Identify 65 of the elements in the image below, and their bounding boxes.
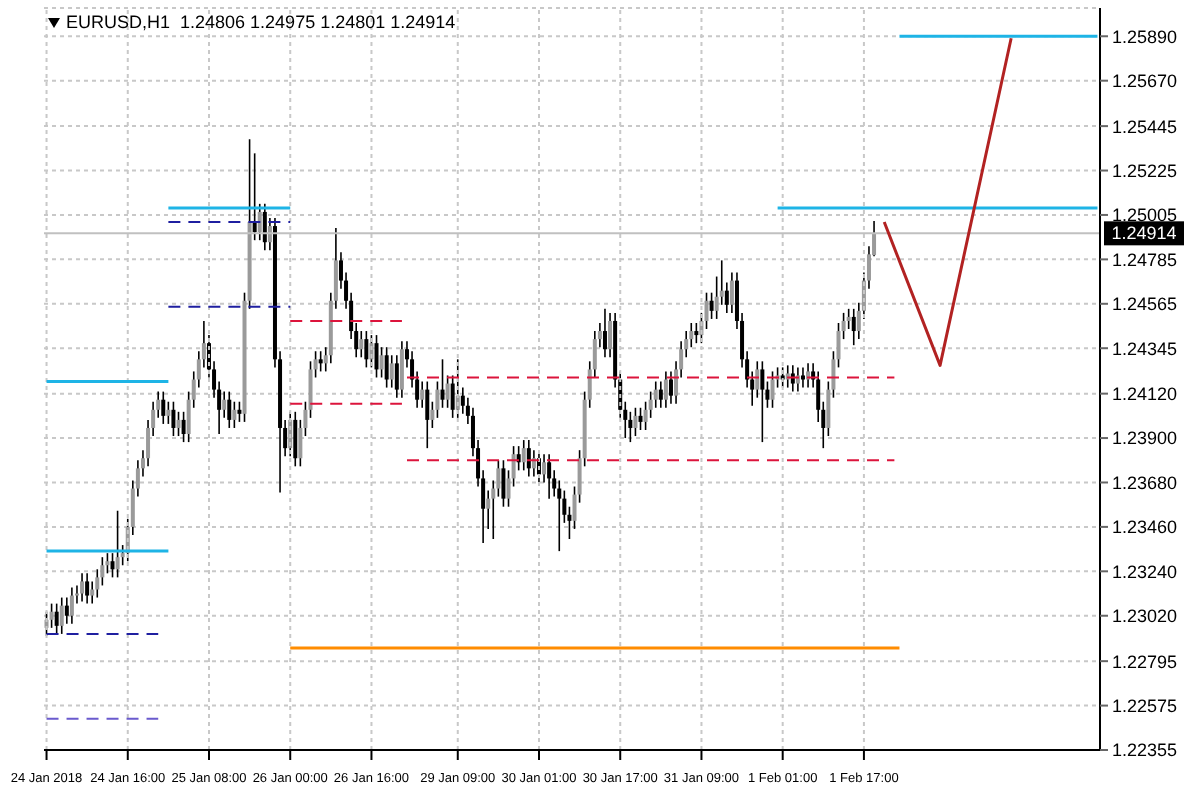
y-tick-label: 1.23020 bbox=[1112, 606, 1178, 627]
candlestick bbox=[425, 380, 430, 449]
candlestick bbox=[359, 330, 364, 359]
candlestick bbox=[521, 439, 526, 472]
candlestick bbox=[633, 406, 638, 437]
candlestick bbox=[161, 390, 166, 425]
candlestick bbox=[851, 308, 856, 346]
candlestick bbox=[49, 602, 54, 629]
candlestick bbox=[800, 366, 805, 389]
candlestick bbox=[709, 291, 714, 320]
candlestick bbox=[770, 370, 775, 409]
y-tick-label: 1.23460 bbox=[1112, 517, 1178, 538]
candlestick bbox=[176, 411, 181, 437]
candlestick bbox=[399, 340, 404, 399]
candlestick bbox=[293, 411, 298, 468]
candlestick bbox=[59, 596, 64, 635]
y-tick-label: 1.23900 bbox=[1112, 428, 1178, 449]
candlestick bbox=[384, 346, 389, 389]
y-tick-label: 1.24120 bbox=[1112, 384, 1178, 405]
y-tick-label: 1.22795 bbox=[1112, 651, 1178, 672]
y-tick-label: 1.24785 bbox=[1112, 249, 1178, 270]
y-tick-label: 1.22575 bbox=[1112, 695, 1178, 716]
y-tick-label: 1.24565 bbox=[1112, 294, 1178, 315]
candlestick bbox=[364, 330, 369, 369]
candlestick bbox=[501, 459, 506, 508]
y-tick-label: 1.24345 bbox=[1112, 338, 1178, 359]
candlestick bbox=[638, 406, 643, 431]
candlestick bbox=[252, 152, 257, 241]
candlestick bbox=[547, 453, 552, 500]
candlestick bbox=[318, 350, 323, 373]
y-tick-label: 1.22355 bbox=[1112, 740, 1178, 761]
candlestick bbox=[181, 411, 186, 443]
candlestick bbox=[795, 366, 800, 393]
y-tick-label: 1.23680 bbox=[1112, 472, 1178, 493]
candlestick bbox=[755, 360, 760, 399]
candlestick bbox=[115, 509, 120, 579]
candlestick bbox=[171, 400, 176, 437]
candlestick bbox=[85, 572, 90, 605]
candlestick bbox=[602, 308, 607, 359]
candlestick bbox=[694, 322, 699, 344]
y-tick-label: 1.25890 bbox=[1112, 26, 1178, 47]
candlestick bbox=[227, 390, 232, 429]
candlestick bbox=[790, 364, 795, 393]
candlestick bbox=[237, 400, 242, 423]
candlestick bbox=[806, 362, 811, 389]
candlestick bbox=[262, 203, 267, 252]
candlestick bbox=[440, 358, 445, 409]
y-tick-label: 1.25005 bbox=[1112, 205, 1178, 226]
candlestick bbox=[54, 602, 59, 635]
candlestick bbox=[379, 346, 384, 379]
chart-title: EURUSD,H1 1.24806 1.24975 1.24801 1.24914 bbox=[66, 12, 456, 32]
candlestick bbox=[374, 334, 379, 379]
candlestick bbox=[643, 400, 648, 431]
y-tick-label: 1.25445 bbox=[1112, 116, 1178, 137]
candlestick bbox=[663, 370, 668, 409]
candlestick bbox=[110, 552, 115, 579]
candlestick bbox=[760, 360, 765, 443]
candlestick bbox=[232, 400, 237, 429]
candlestick bbox=[166, 400, 171, 425]
candlestick bbox=[69, 586, 74, 625]
y-tick-label: 1.23240 bbox=[1112, 561, 1178, 582]
candlestick bbox=[80, 572, 85, 603]
y-tick-label: 1.25670 bbox=[1112, 71, 1178, 92]
y-tick-label: 1.25225 bbox=[1112, 160, 1178, 181]
ref-line-label: 1.24914 bbox=[1111, 223, 1177, 244]
